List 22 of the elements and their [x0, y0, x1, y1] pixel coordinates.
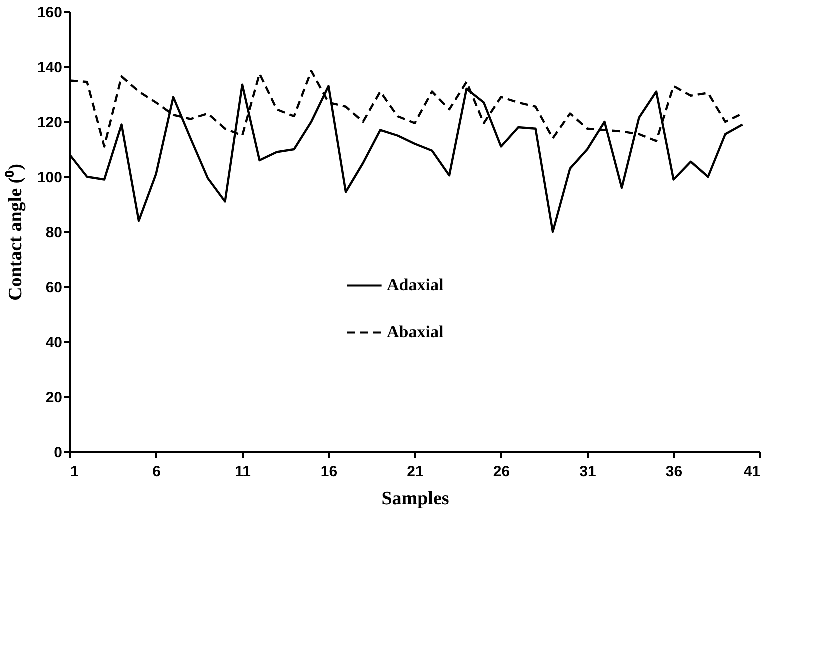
y-tick-label: 120 — [37, 114, 62, 132]
x-tick-label: 1 — [70, 464, 79, 480]
x-tick-label: 11 — [235, 464, 251, 480]
y-tick-label: 60 — [46, 280, 62, 296]
x-tick-label: 41 — [744, 464, 760, 480]
y-tick-label: 20 — [46, 390, 62, 406]
legend-label: Abaxial — [387, 322, 444, 342]
y-tick-label: 40 — [46, 334, 62, 352]
y-tick-label: 0 — [54, 444, 62, 462]
x-tick-label: 36 — [666, 464, 683, 480]
y-tick-label: 100 — [37, 170, 62, 186]
x-tick-label: 16 — [320, 464, 338, 480]
y-tick-label: 80 — [46, 224, 62, 242]
x-axis-title: Samples — [382, 488, 450, 510]
y-axis-title: Contact angle (⁰) — [4, 164, 26, 301]
y-tick-label: 160 — [37, 4, 62, 22]
y-tick-label: 140 — [37, 60, 62, 76]
x-tick-label: 26 — [493, 464, 510, 480]
x-tick-label: 6 — [152, 464, 161, 480]
x-tick-label: 21 — [407, 464, 424, 480]
legend-label: Adaxial — [387, 276, 444, 295]
x-tick-label: 31 — [580, 464, 596, 480]
